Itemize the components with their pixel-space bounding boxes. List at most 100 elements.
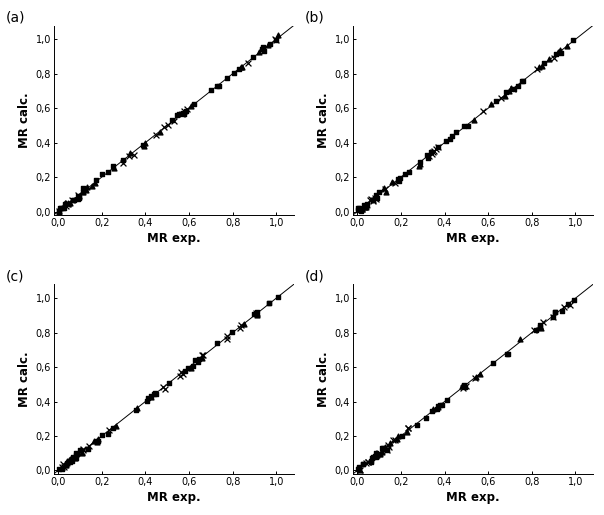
Point [423, 153, 432, 162]
Point [371, 452, 381, 460]
Point [492, 97, 501, 106]
Point [388, 436, 398, 444]
Point [186, 102, 196, 110]
Point [273, 30, 283, 39]
Point [354, 464, 364, 472]
Point [71, 454, 80, 462]
Point [213, 339, 222, 347]
Point [414, 162, 423, 170]
Point [461, 383, 471, 391]
Point [62, 457, 72, 466]
Point [76, 446, 85, 454]
Point [151, 131, 161, 140]
Point [57, 465, 66, 473]
Point [92, 437, 102, 445]
Point [227, 328, 237, 336]
Point [104, 426, 114, 434]
Point [193, 357, 202, 366]
Point [64, 457, 74, 465]
Point [433, 403, 443, 411]
Point [108, 424, 118, 432]
Point [57, 463, 67, 471]
Point [54, 208, 63, 216]
Point [252, 311, 262, 319]
Point [79, 184, 88, 193]
Point [424, 151, 434, 160]
Point [502, 350, 512, 358]
Point [139, 142, 149, 150]
Y-axis label: MR calc.: MR calc. [318, 351, 330, 407]
Point [74, 193, 84, 201]
Point [58, 460, 68, 469]
Point [71, 449, 81, 457]
Point [263, 41, 273, 49]
Point [252, 310, 262, 318]
Point [463, 122, 473, 130]
Point [131, 406, 141, 415]
Text: (d): (d) [305, 269, 324, 283]
Point [190, 356, 200, 364]
Point [367, 458, 376, 466]
Point [69, 196, 79, 204]
Point [366, 457, 376, 465]
Point [198, 351, 208, 359]
Point [403, 423, 413, 432]
Point [159, 123, 169, 131]
Point [555, 46, 565, 54]
Text: (a): (a) [5, 10, 25, 24]
Point [77, 448, 87, 456]
Point [249, 310, 259, 318]
X-axis label: MR exp.: MR exp. [446, 491, 500, 504]
Point [557, 49, 567, 57]
Point [143, 394, 153, 403]
Point [371, 453, 381, 461]
Point [458, 382, 467, 390]
Point [72, 450, 82, 458]
Point [183, 364, 193, 372]
Point [356, 207, 366, 215]
Point [509, 85, 518, 94]
Point [451, 128, 461, 136]
Point [176, 372, 185, 380]
Point [371, 451, 381, 459]
Point [93, 435, 103, 443]
Point [109, 162, 118, 170]
Point [354, 204, 364, 213]
Point [118, 156, 128, 164]
Point [429, 147, 439, 155]
Point [111, 422, 121, 430]
Point [503, 350, 513, 358]
Point [367, 454, 377, 462]
Point [358, 460, 368, 468]
Point [71, 451, 81, 459]
Point [358, 204, 367, 213]
Point [126, 149, 135, 157]
Point [57, 204, 66, 212]
Point [431, 145, 440, 153]
Point [362, 200, 371, 209]
Point [129, 150, 138, 159]
Point [358, 460, 368, 468]
Point [63, 199, 72, 207]
Point [54, 466, 63, 474]
Point [355, 463, 364, 471]
Point [72, 192, 82, 200]
Point [78, 188, 88, 197]
Point [371, 195, 381, 203]
Point [176, 368, 185, 376]
Point [361, 202, 370, 211]
Point [361, 203, 370, 211]
Point [550, 54, 559, 62]
Point [501, 88, 511, 96]
Point [559, 303, 569, 312]
Point [264, 299, 274, 307]
Point [469, 116, 479, 124]
Point [97, 431, 107, 439]
Point [190, 100, 199, 109]
Point [178, 110, 187, 118]
Point [222, 332, 231, 340]
Point [402, 427, 411, 436]
Point [433, 143, 443, 151]
Point [448, 132, 457, 141]
Point [353, 206, 363, 214]
